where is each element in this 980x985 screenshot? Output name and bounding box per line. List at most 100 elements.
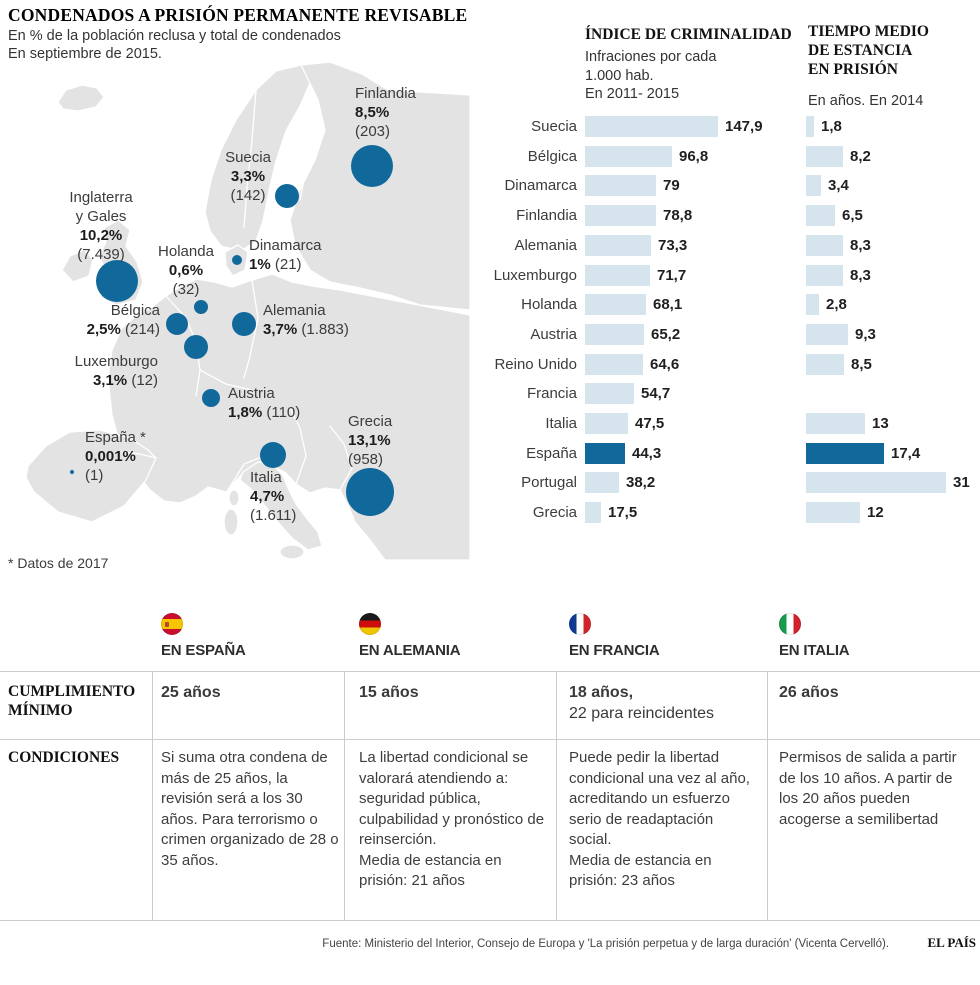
chart-category-label: Grecia bbox=[532, 504, 577, 521]
chart-category-label: Austria bbox=[530, 326, 577, 343]
min-value: 18 años, bbox=[569, 684, 634, 701]
chart-category-label: España bbox=[526, 445, 577, 462]
table-top-border bbox=[0, 671, 980, 672]
map-bubble-grecia bbox=[346, 468, 394, 516]
criminality-bar bbox=[585, 146, 672, 167]
map-footnote: * Datos de 2017 bbox=[8, 555, 109, 571]
min-value: 26 años bbox=[779, 684, 839, 701]
chart-category-label: Portugal bbox=[521, 474, 577, 491]
chart1-subtitle: Infraciones por cada 1.000 hab. En 2011-… bbox=[585, 49, 717, 102]
france-flag-icon bbox=[569, 613, 591, 635]
prison-time-value: 8,3 bbox=[850, 237, 871, 254]
map-label-inglaterra-y-gales: Inglaterra y Gales 10,2% (7.439) bbox=[69, 189, 133, 263]
map-label-dinamarca: Dinamarca 1% (21) bbox=[249, 237, 322, 273]
min-value: 25 años bbox=[161, 684, 221, 701]
prison-time-bar bbox=[806, 472, 946, 493]
criminality-value: 64,6 bbox=[650, 356, 680, 373]
source-credit: Fuente: Ministerio del Interior, Consejo… bbox=[322, 938, 890, 950]
landmass-denmark bbox=[224, 244, 249, 277]
landmass-continent bbox=[107, 273, 470, 560]
map-label-holanda: Holanda 0,6% (32) bbox=[158, 243, 214, 298]
chart-category-label: Italia bbox=[545, 415, 577, 432]
italy-flag-icon bbox=[779, 613, 801, 635]
prison-time-bar bbox=[806, 205, 835, 226]
column-title: EN ALEMANIA bbox=[359, 642, 461, 659]
map-label-espana: España * 0,001% (1) bbox=[85, 429, 146, 484]
criminality-bar bbox=[585, 265, 650, 286]
landmass-iberia bbox=[25, 429, 157, 523]
table-column-header-italia: EN ITALIA bbox=[779, 613, 850, 659]
map-label-grecia: Grecia 13,1% (958) bbox=[348, 413, 393, 468]
map-bubble-inglaterra-y-gales bbox=[96, 260, 138, 302]
criminality-value: 73,3 bbox=[658, 237, 688, 254]
prison-time-bar bbox=[806, 443, 884, 464]
chart-category-label: Francia bbox=[526, 385, 577, 402]
prison-time-value: 6,5 bbox=[842, 207, 863, 224]
row-header-cumplimiento-minimo: CUMPLIMIENTO MÍNIMO bbox=[8, 683, 136, 719]
criminality-bar bbox=[585, 205, 656, 226]
min-value: 15 años bbox=[359, 684, 419, 701]
prison-time-value: 31 bbox=[953, 474, 970, 491]
chart-category-label: Luxemburgo bbox=[493, 267, 577, 284]
chart-category-label: Dinamarca bbox=[504, 177, 577, 194]
conditions-cell-italia: Permisos de salida a partir de los 10 añ… bbox=[779, 749, 957, 828]
germany-flag-icon bbox=[359, 613, 381, 635]
prison-time-bar bbox=[806, 502, 860, 523]
chart2-subtitle: En años. En 2014 bbox=[808, 93, 924, 109]
map-label-finlandia: Finlandia 8,5% (203) bbox=[355, 85, 416, 140]
column-title: EN FRANCIA bbox=[569, 642, 660, 659]
map-bubble-espana bbox=[70, 470, 74, 474]
map-bubble-dinamarca bbox=[232, 255, 242, 265]
criminality-bar bbox=[585, 413, 628, 434]
criminality-value: 38,2 bbox=[626, 474, 656, 491]
map-label-austria: Austria 1,8% (110) bbox=[228, 385, 301, 421]
prison-time-bar bbox=[806, 324, 848, 345]
prison-time-value: 17,4 bbox=[891, 445, 921, 462]
map-label-alemania: Alemania 3,7% (1.883) bbox=[263, 302, 349, 338]
prison-time-value: 2,8 bbox=[826, 296, 847, 313]
prison-time-bar bbox=[806, 294, 819, 315]
criminality-value: 79 bbox=[663, 177, 680, 194]
landmass-scandinavia bbox=[204, 64, 312, 252]
chart-category-label: Reino Unido bbox=[494, 356, 577, 373]
criminality-value: 71,7 bbox=[657, 267, 687, 284]
landmass-sicily bbox=[279, 544, 305, 560]
chart1-title: ÍNDICE DE CRIMINALIDAD bbox=[585, 26, 792, 43]
chart2-title: TIEMPO MEDIO DE ESTANCIA EN PRISIÓN bbox=[808, 23, 929, 78]
prison-time-value: 1,8 bbox=[821, 118, 842, 135]
min-cell-alemania: 15 años bbox=[359, 682, 551, 703]
criminality-value: 54,7 bbox=[641, 385, 671, 402]
map-label-luxemburgo: Luxemburgo 3,1% (12) bbox=[74, 353, 158, 389]
landmass-iceland bbox=[57, 84, 105, 112]
criminality-value: 65,2 bbox=[651, 326, 681, 343]
map-bubble-belgica bbox=[166, 313, 188, 335]
criminality-value: 47,5 bbox=[635, 415, 665, 432]
prison-time-value: 9,3 bbox=[855, 326, 876, 343]
map-bubble-suecia bbox=[275, 184, 299, 208]
flag-emblem bbox=[165, 622, 169, 627]
criminality-value: 17,5 bbox=[608, 504, 638, 521]
criminality-bar bbox=[585, 116, 718, 137]
landmass-italy bbox=[239, 461, 323, 551]
page-subtitle-1: En % de la población reclusa y total de … bbox=[8, 28, 341, 44]
prison-time-value: 12 bbox=[867, 504, 884, 521]
criminality-bar bbox=[585, 175, 656, 196]
criminality-bar bbox=[585, 235, 651, 256]
prison-time-value: 13 bbox=[872, 415, 889, 432]
europe-map bbox=[25, 61, 470, 560]
landmass-sardinia bbox=[223, 508, 239, 536]
criminality-value: 68,1 bbox=[653, 296, 683, 313]
criminality-bar bbox=[585, 383, 634, 404]
brand-logo: EL PAÍS bbox=[927, 935, 976, 950]
prison-time-bar bbox=[806, 116, 814, 137]
country-borders bbox=[121, 89, 353, 491]
prison-time-bar bbox=[806, 235, 843, 256]
landmass-britain bbox=[98, 219, 144, 306]
prison-time-value: 8,3 bbox=[850, 267, 871, 284]
criminality-value: 147,9 bbox=[725, 118, 763, 135]
criminality-value: 96,8 bbox=[679, 148, 709, 165]
map-bubble-alemania bbox=[232, 312, 256, 336]
conditions-cell-espana: Si suma otra condena de más de 25 años, … bbox=[161, 749, 339, 869]
map-bubble-finlandia bbox=[351, 145, 393, 187]
